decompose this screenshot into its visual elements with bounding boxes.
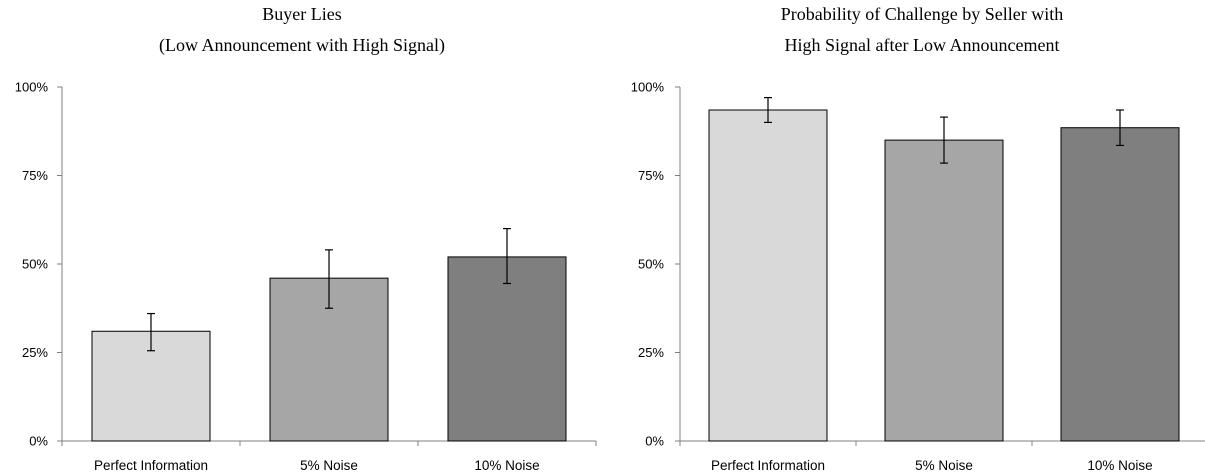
x-category-label: 10% Noise — [474, 458, 539, 473]
bar-3 — [1060, 127, 1180, 442]
y-tick-label: 50% — [638, 257, 664, 272]
x-category-label: 5% Noise — [915, 458, 973, 473]
y-tick-label: 25% — [22, 345, 48, 360]
chart-title-line-2: (Low Announcement with High Signal) — [159, 35, 445, 56]
chart-panel-2: Probability of Challenge by Seller with H… — [631, 4, 1205, 473]
y-tick-label: 50% — [22, 257, 48, 272]
x-category-label: 10% Noise — [1087, 458, 1152, 473]
x-category-label: Perfect Information — [711, 458, 825, 473]
y-tick-label: 0% — [645, 434, 664, 449]
y-tick-label: 100% — [631, 80, 665, 95]
chart-panel-1: Buyer Lies (Low Announcement with High Si… — [15, 4, 597, 473]
x-category-label: 5% Noise — [300, 458, 358, 473]
y-tick-label: 25% — [638, 345, 664, 360]
bar-1 — [708, 109, 828, 442]
y-tick-label: 0% — [29, 434, 48, 449]
bar-3 — [447, 256, 567, 442]
x-category-label: Perfect Information — [94, 458, 208, 473]
chart-title-line-1: Probability of Challenge by Seller with — [781, 4, 1063, 24]
chart-title-line-1: Buyer Lies — [262, 4, 341, 24]
y-tick-label: 75% — [638, 168, 664, 183]
y-tick-label: 75% — [22, 168, 48, 183]
bar-2 — [884, 139, 1004, 442]
chart-title-line-2: High Signal after Low Announcement — [785, 35, 1060, 55]
y-tick-label: 100% — [15, 80, 49, 95]
